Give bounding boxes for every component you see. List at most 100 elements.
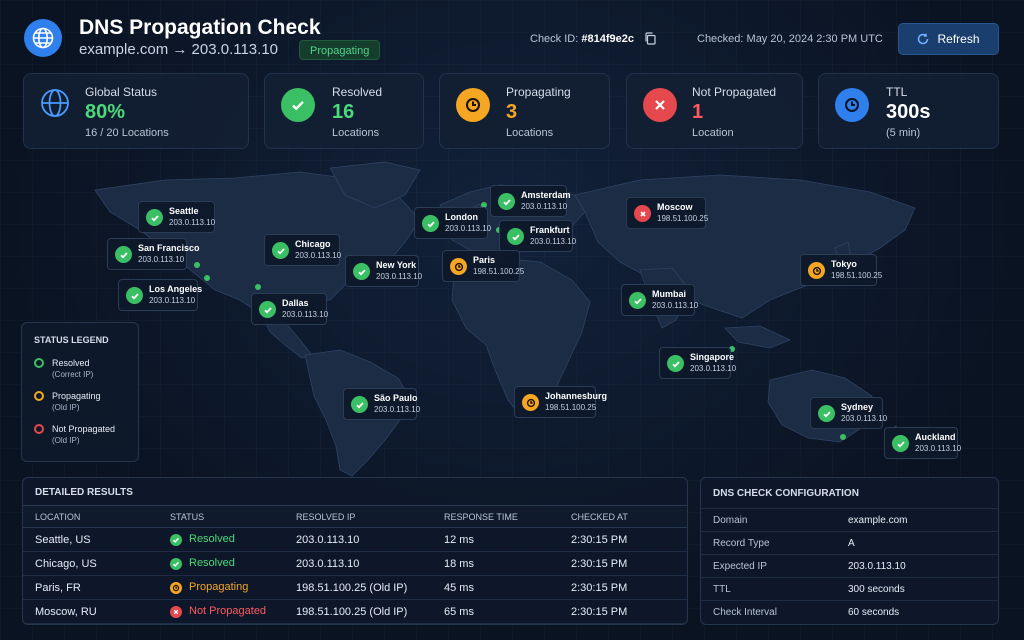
map-pin-sydney[interactable]: Sydney 203.0.113.10 [810, 397, 887, 429]
table-row[interactable]: Paris, FR Propagating 198.51.100.25 (Old… [23, 575, 687, 600]
map-pin-singapore[interactable]: Singapore 203.0.113.10 [659, 347, 736, 379]
check-id-label: Check ID: [530, 33, 579, 45]
global-status-label: Global Status [85, 85, 158, 99]
globe-icon [38, 86, 72, 120]
propagating-card: Propagating 3 Locations [439, 73, 610, 149]
cell-response-time: 65 ms [444, 599, 571, 624]
column-header[interactable]: RESPONSE TIME [444, 505, 571, 528]
globe-logo-icon [24, 19, 62, 57]
column-header[interactable]: STATUS [170, 505, 296, 528]
column-header[interactable]: CHECKED AT [571, 505, 687, 528]
pin-city: Sydney [841, 402, 874, 412]
clock-icon [522, 394, 539, 411]
map-pin-moscow[interactable]: Moscow 198.51.100.25 [626, 197, 708, 229]
cell-response-time: 18 ms [444, 551, 571, 576]
pin-city: Paris [473, 255, 496, 265]
column-header[interactable]: RESOLVED IP [296, 505, 444, 528]
legend-label: Resolved [52, 358, 90, 368]
pin-ip: 203.0.113.10 [295, 251, 342, 260]
clock-icon [835, 88, 869, 122]
ttl-label: TTL [886, 85, 908, 99]
map-pin-dallas[interactable]: Dallas 203.0.113.10 [251, 293, 328, 325]
pin-ip: 203.0.113.10 [445, 224, 492, 233]
status-badge: Propagating [299, 40, 381, 60]
table-row[interactable]: Chicago, US Resolved 203.0.113.10 18 ms … [23, 551, 687, 576]
map-pin-san-francisco[interactable]: San Francisco 203.0.113.10 [107, 238, 200, 270]
cell-status: Not Propagated [170, 599, 296, 624]
not-propagated-value: 1 [692, 101, 704, 123]
cell-checked-at: 2:30:15 PM [571, 575, 687, 600]
map-pin-tokyo[interactable]: Tokyo 198.51.100.25 [800, 254, 883, 286]
config-row-record-type: Record Type A [701, 531, 998, 554]
check-id-value: #814f9e2c [581, 33, 634, 45]
cell-ip: 203.0.113.10 [296, 551, 444, 576]
check-icon [507, 228, 524, 245]
check-icon [126, 287, 143, 304]
legend-item-not-propagated: Not Propagated (Old IP) [34, 423, 126, 447]
cell-location: Seattle, US [23, 527, 170, 552]
table-row[interactable]: Moscow, RU Not Propagated 198.51.100.25 … [23, 599, 687, 624]
pin-city: Singapore [690, 352, 735, 362]
map-pin-auckland[interactable]: Auckland 203.0.113.10 [884, 427, 961, 459]
legend-sub: (Old IP) [52, 403, 80, 412]
map-pin-london[interactable]: London 203.0.113.10 [414, 207, 492, 239]
check-icon [667, 355, 684, 372]
map-pin-los-angeles[interactable]: Los Angeles 203.0.113.10 [118, 279, 202, 311]
check-icon [351, 396, 368, 413]
check-icon [170, 558, 182, 570]
x-icon [170, 606, 182, 618]
map-pin-sao-paulo[interactable]: São Paulo 203.0.113.10 [343, 388, 421, 420]
map-pin-johannesburg[interactable]: Johannesburg 198.51.100.25 [514, 386, 607, 418]
map-pin-mumbai[interactable]: Mumbai 203.0.113.10 [621, 284, 698, 316]
ttl-value: 300s [886, 101, 931, 123]
not-propagated-card: Not Propagated 1 Location [626, 73, 803, 149]
header: DNS Propagation Check example.com → 203.… [0, 0, 1024, 70]
location-dot [194, 262, 200, 268]
resolved-value: 16 [332, 101, 355, 123]
location-dot [729, 346, 735, 352]
table-row[interactable]: Seattle, US Resolved 203.0.113.10 12 ms … [23, 527, 687, 552]
map-pin-amsterdam[interactable]: Amsterdam 203.0.113.10 [490, 185, 571, 217]
status-text: Not Propagated [189, 605, 267, 617]
refresh-button[interactable]: Refresh [898, 23, 999, 55]
cell-location: Chicago, US [23, 551, 170, 576]
global-status-value: 80% [85, 101, 126, 123]
resolved-card: Resolved 16 Locations [264, 73, 424, 149]
pin-city: Tokyo [831, 259, 857, 269]
map-pin-chicago[interactable]: Chicago 203.0.113.10 [264, 234, 342, 266]
pin-ip: 203.0.113.10 [149, 296, 196, 305]
pin-ip: 203.0.113.10 [374, 405, 421, 414]
clock-icon [170, 582, 182, 594]
cell-response-time: 45 ms [444, 575, 571, 600]
check-icon [422, 215, 439, 232]
check-icon [629, 292, 646, 309]
column-header[interactable]: LOCATION [23, 505, 170, 528]
pin-ip: 198.51.100.25 [831, 271, 883, 280]
pin-ip: 203.0.113.10 [530, 237, 577, 246]
pin-city: Amsterdam [521, 190, 571, 200]
pin-ip: 203.0.113.10 [169, 218, 216, 227]
check-icon [498, 193, 515, 210]
map-pin-new-york[interactable]: New York 203.0.113.10 [345, 255, 422, 287]
pin-city: Chicago [295, 239, 331, 249]
map-pin-seattle[interactable]: Seattle 203.0.113.10 [138, 201, 215, 233]
pin-city: San Francisco [138, 243, 200, 253]
not-propagated-sub: Location [692, 127, 734, 139]
resolved-sub: Locations [332, 127, 380, 139]
legend-item-propagating: Propagating (Old IP) [34, 390, 126, 414]
pin-city: Seattle [169, 206, 199, 216]
dns-config-panel: DNS CHECK CONFIGURATION Domain example.c… [700, 477, 999, 625]
map-pin-paris[interactable]: Paris 198.51.100.25 [442, 250, 525, 282]
pin-ip: 203.0.113.10 [138, 255, 185, 264]
config-row-domain: Domain example.com [701, 508, 998, 531]
pin-ip: 198.51.100.25 [473, 267, 525, 276]
pin-city: Dallas [282, 298, 309, 308]
detailed-results-panel: DETAILED RESULTS LOCATION STATUS RESOLVE… [22, 477, 688, 625]
refresh-icon [918, 33, 929, 45]
copy-icon[interactable] [644, 32, 656, 45]
config-title: DNS CHECK CONFIGURATION [713, 488, 859, 499]
propagating-value: 3 [506, 101, 518, 123]
legend-item-resolved: Resolved (Correct IP) [34, 357, 126, 381]
map-pin-frankfurt[interactable]: Frankfurt 203.0.113.10 [499, 220, 577, 252]
x-circle-icon [643, 88, 677, 122]
